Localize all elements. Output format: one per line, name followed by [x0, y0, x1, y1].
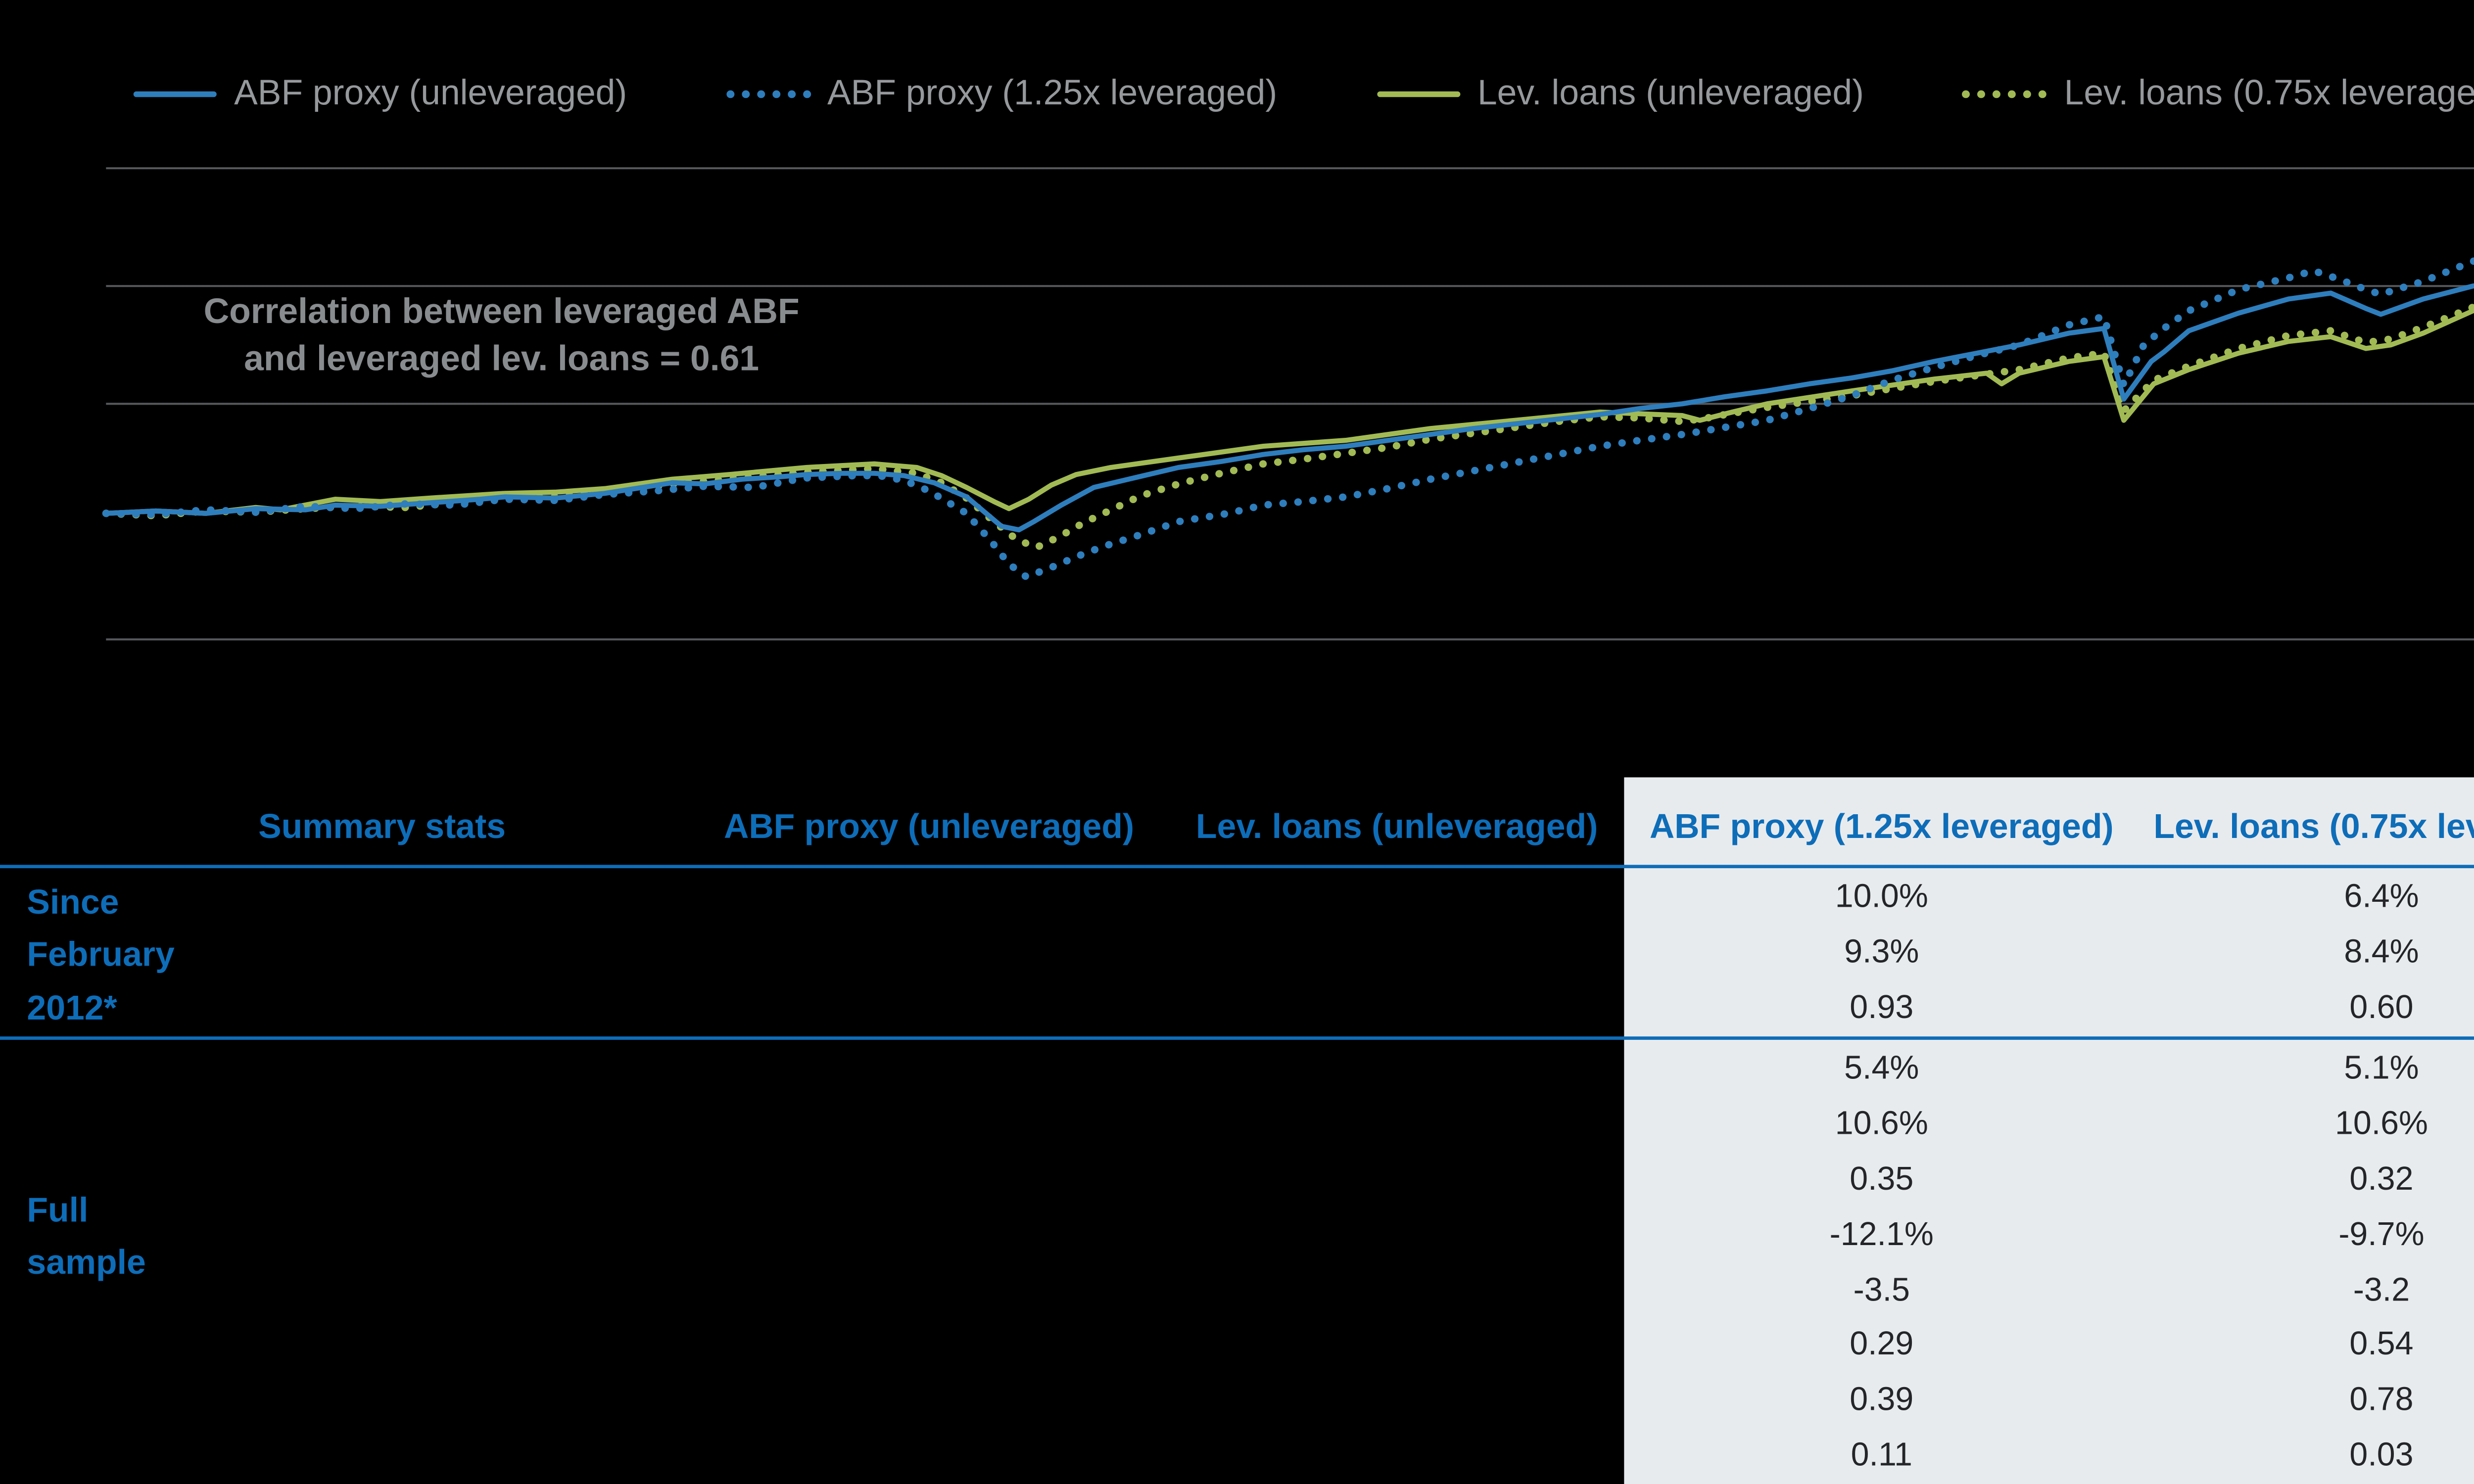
stat-value: 0.39: [1850, 1382, 1914, 1419]
stat-value: -9.7%: [2338, 1215, 2425, 1253]
col-header-lev-loans-unleveraged: Lev. loans (unleveraged): [1195, 807, 1598, 846]
stat-value: 5.4%: [1844, 1050, 1919, 1087]
series-line-abf-proxy-unleveraged: [103, 283, 2474, 533]
stat-value: 9.3%: [1844, 933, 1919, 971]
chart-legend: ABF proxy (unleveraged) ABF proxy (1.25x …: [0, 74, 2474, 115]
legend-item-abf-proxy-1-25x-leveraged: ABF proxy (1.25x leveraged): [725, 74, 1278, 115]
legend-label: Lev. loans (0.75x leveraged): [2064, 74, 2474, 113]
stat-value: 0.32: [2349, 1160, 2414, 1198]
stat-value: 0.11: [1851, 1437, 1912, 1475]
stat-value: -12.1%: [1829, 1215, 1934, 1253]
stat-value: 5.1%: [2344, 1050, 2419, 1087]
stat-value: 10.6%: [2334, 1105, 2428, 1143]
row-group-label-line: Full: [27, 1191, 89, 1230]
solid-line-swatch: [134, 91, 217, 97]
col-header-lev-loans-0-75x-leveraged: Lev. loans (0.75x leveraged): [2153, 807, 2474, 846]
row-group-label-line: February: [27, 936, 175, 975]
stat-value: 0.29: [1850, 1326, 1914, 1364]
correlation-annotation: Correlation between leveraged ABF and le…: [131, 289, 872, 383]
legend-item-abf-proxy-unleveraged: ABF proxy (unleveraged): [132, 74, 627, 115]
stat-value: 6.4%: [2344, 878, 2419, 916]
legend-label: ABF proxy (unleveraged): [234, 74, 627, 113]
stat-value: 0.03: [2349, 1437, 2414, 1475]
stat-value: -3.2: [2353, 1271, 2410, 1308]
legend-item-lev-loans-0-75x-leveraged: Lev. loans (0.75x leveraged): [1961, 74, 2474, 115]
col-header-abf-proxy-1-25x-leveraged: ABF proxy (1.25x leveraged): [1649, 807, 2114, 846]
stat-value: 8.4%: [2344, 933, 2419, 971]
dotted-line-swatch: [725, 90, 811, 98]
stat-value: 0.35: [1850, 1160, 1914, 1198]
annotation-line-1: Correlation between leveraged ABF: [203, 292, 800, 332]
legend-label: ABF proxy (1.25x leveraged): [827, 74, 1278, 113]
performance-chart: [102, 167, 2474, 641]
row-group-label-line: sample: [27, 1244, 146, 1283]
stat-value: 0.54: [2349, 1326, 2414, 1364]
stat-value: 0.78: [2349, 1382, 2414, 1419]
solid-line-swatch: [1377, 91, 1460, 97]
col-header-abf-proxy-unleveraged: ABF proxy (unleveraged): [723, 807, 1135, 846]
group-divider: [0, 1036, 2474, 1041]
legend-item-lev-loans-unleveraged: Lev. loans (unleveraged): [1375, 74, 1864, 115]
series-line-lev-loans-unleveraged: [103, 308, 2474, 516]
annotation-line-2: and leveraged lev. loans = 0.61: [244, 340, 760, 379]
header-divider: [0, 865, 2474, 869]
highlighted-columns-panel: [1624, 777, 2474, 1484]
legend-label: Lev. loans (unleveraged): [1477, 74, 1864, 113]
row-group-label-full-sample: Full sample: [27, 1185, 145, 1291]
row-group-label-line: 2012*: [27, 989, 117, 1028]
series-line-abf-proxy-1-25x-leveraged: [102, 257, 2474, 581]
stat-value: 10.0%: [1835, 878, 1928, 916]
row-group-label-line: Since: [27, 883, 119, 922]
stat-value: -3.5: [1853, 1271, 1910, 1308]
stat-value: 0.60: [2349, 989, 2414, 1026]
stat-value: 10.6%: [1835, 1105, 1928, 1143]
dotted-line-swatch: [1962, 90, 2048, 98]
stat-value: 0.93: [1850, 989, 1914, 1026]
col-header-summary-stats: Summary stats: [258, 807, 506, 846]
row-group-label-since-february-2012: Since February 2012*: [27, 877, 174, 1035]
